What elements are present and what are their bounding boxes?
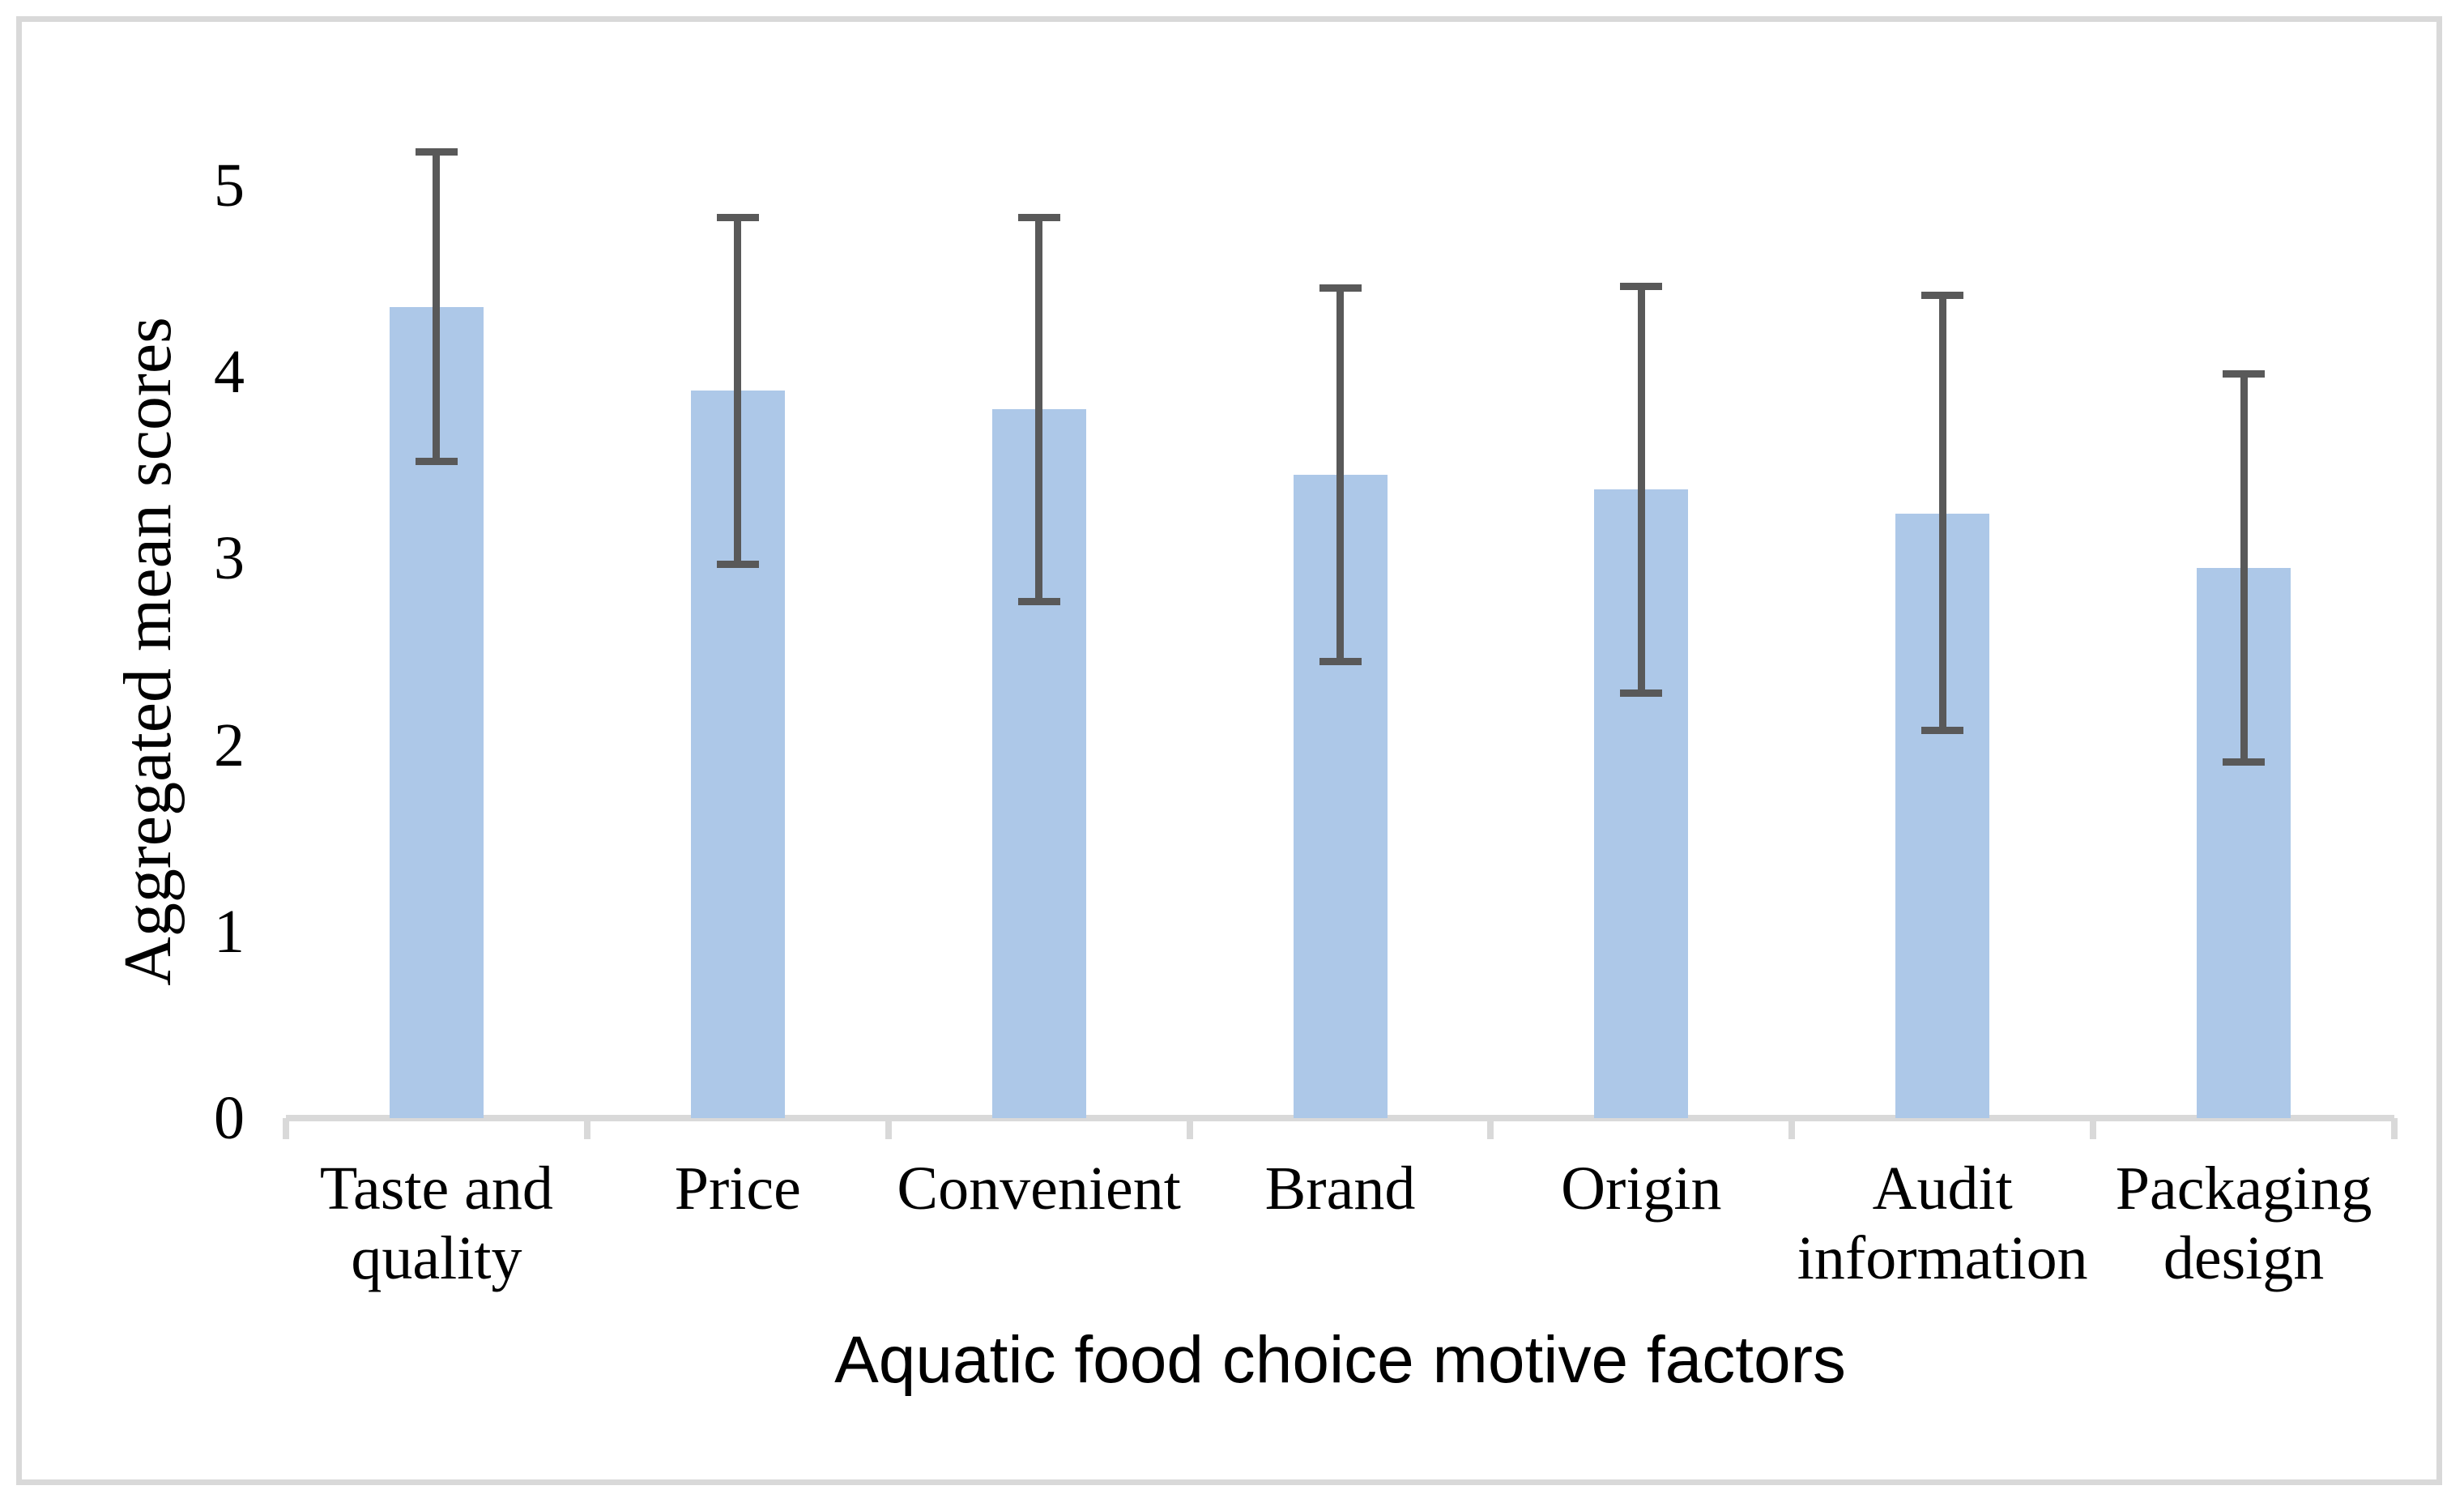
plot-area: 0 1 2 3 4 5 Taste and quality Price Convenient Bra… <box>22 22 2436 1479</box>
x-axis-tick-mark <box>583 1118 590 1139</box>
y-tick-label: 1 <box>214 897 245 966</box>
category-label: Convenient <box>889 1154 1190 1223</box>
category-label-line: design <box>2163 1224 2325 1292</box>
category-label-line: Packaging <box>2115 1155 2372 1223</box>
category-label-line: quality <box>351 1224 522 1292</box>
error-bar-cap-top <box>1921 292 1964 300</box>
error-bar-cap-bottom <box>415 458 458 466</box>
category-label-line: Convenient <box>897 1155 1181 1223</box>
figure-frame: 0 1 2 3 4 5 Taste and quality Price Convenient Bra… <box>16 16 2442 1485</box>
category-label-line: Audit <box>1872 1155 2013 1223</box>
category-label-line: Price <box>674 1155 801 1223</box>
y-tick-label: 5 <box>214 152 245 220</box>
y-tick-label: 4 <box>214 338 245 407</box>
category-label: Taste and quality <box>286 1154 587 1293</box>
x-axis-tick-mark <box>1186 1118 1193 1139</box>
error-bar-cap-bottom <box>2223 758 2266 766</box>
category-label: Price <box>587 1154 889 1223</box>
y-tick-label: 0 <box>214 1084 245 1152</box>
error-bar-cap-bottom <box>716 560 759 568</box>
error-bar-line <box>2240 369 2248 766</box>
error-bar-line <box>1637 282 1645 697</box>
error-bar-line <box>433 147 441 466</box>
error-bar-cap-top <box>1017 213 1060 221</box>
category-label-line: information <box>1797 1224 2088 1292</box>
category-label: Packaging design <box>2093 1154 2394 1293</box>
category-label: Audit information <box>1792 1154 2093 1293</box>
error-bar-cap-bottom <box>1017 597 1060 605</box>
category-label-line: Taste and <box>319 1155 553 1223</box>
x-axis-title: Aquatic food choice motive factors <box>834 1323 1846 1397</box>
error-bar-cap-top <box>1319 284 1362 292</box>
y-axis-title: Aggregated mean scores <box>110 317 185 986</box>
category-label-line: Brand <box>1264 1155 1416 1223</box>
x-axis-line <box>286 1115 2394 1121</box>
error-bar-cap-top <box>2223 369 2266 378</box>
y-tick-label: 3 <box>214 524 245 593</box>
error-bar-cap-top <box>1620 282 1663 290</box>
error-bar-cap-top <box>415 147 458 156</box>
error-bar-line <box>1336 284 1344 665</box>
category-label: Brand <box>1190 1154 1491 1223</box>
error-bar-line <box>734 213 742 568</box>
x-axis-tick-mark <box>1487 1118 1494 1139</box>
x-axis-tick-mark <box>885 1118 892 1139</box>
error-bar-line <box>1035 213 1043 605</box>
category-label-line: Origin <box>1561 1155 1722 1223</box>
error-bar-line <box>1938 292 1946 734</box>
y-tick-label: 2 <box>214 711 245 779</box>
error-bar-cap-top <box>716 213 759 221</box>
error-bar-cap-bottom <box>1620 689 1663 697</box>
error-bar-cap-bottom <box>1319 657 1362 665</box>
category-label: Origin <box>1490 1154 1792 1223</box>
error-bar-cap-bottom <box>1921 726 1964 734</box>
x-axis-tick-mark <box>2391 1118 2398 1139</box>
x-axis-tick-mark <box>2090 1118 2097 1139</box>
x-axis-tick-mark <box>1788 1118 1796 1139</box>
x-axis-tick-mark <box>283 1118 289 1139</box>
